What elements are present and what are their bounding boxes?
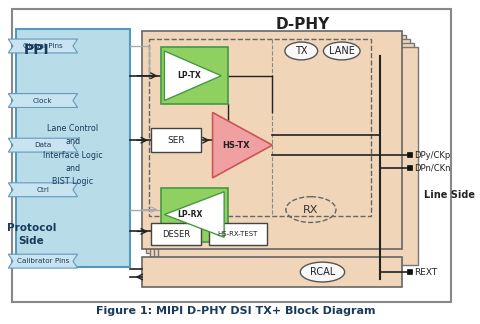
Bar	[150, 39, 410, 257]
Bar	[209, 224, 266, 245]
Polygon shape	[8, 94, 78, 108]
Bar	[157, 47, 418, 265]
Bar	[151, 224, 201, 245]
Text: RX: RX	[303, 204, 319, 214]
Polygon shape	[8, 39, 78, 53]
Ellipse shape	[285, 42, 318, 60]
Ellipse shape	[300, 262, 345, 282]
Text: Global Pins: Global Pins	[23, 43, 63, 49]
Bar	[160, 47, 228, 105]
Text: DESER: DESER	[162, 230, 190, 239]
Text: REXT: REXT	[414, 268, 437, 277]
Bar	[149, 39, 371, 215]
Text: DPy/CKp: DPy/CKp	[414, 151, 450, 159]
Polygon shape	[164, 51, 221, 100]
Text: LANE: LANE	[329, 46, 355, 56]
Bar	[151, 128, 201, 152]
Bar	[142, 31, 402, 249]
Text: Line Side: Line Side	[424, 190, 475, 200]
Polygon shape	[8, 138, 78, 152]
Text: PPI: PPI	[24, 43, 49, 57]
Text: HS-TX: HS-TX	[222, 141, 250, 150]
Polygon shape	[8, 254, 78, 268]
Text: LP-RX: LP-RX	[177, 210, 202, 219]
Text: HS-RX-TEST: HS-RX-TEST	[217, 231, 258, 237]
Bar	[146, 35, 407, 253]
Bar	[408, 269, 412, 274]
Bar	[160, 188, 228, 242]
Text: LP-TX: LP-TX	[178, 71, 201, 80]
Text: Protocol
Side: Protocol Side	[7, 223, 56, 246]
Text: SER: SER	[167, 136, 185, 145]
Text: D-PHY: D-PHY	[276, 17, 330, 32]
Text: Data: Data	[34, 142, 51, 148]
Bar	[142, 257, 402, 287]
Polygon shape	[213, 112, 272, 178]
Text: Calibrator Pins: Calibrator Pins	[17, 258, 69, 264]
Bar	[16, 29, 130, 267]
Bar	[408, 165, 412, 170]
Bar	[408, 152, 412, 157]
Text: TX: TX	[295, 46, 308, 56]
Text: DPn/CKn: DPn/CKn	[414, 163, 451, 172]
Polygon shape	[8, 183, 78, 197]
Text: Figure 1: MIPI D-PHY DSI TX+ Block Diagram: Figure 1: MIPI D-PHY DSI TX+ Block Diagr…	[96, 306, 375, 316]
Ellipse shape	[324, 42, 360, 60]
Text: RCAL: RCAL	[310, 267, 335, 277]
Text: Ctrl: Ctrl	[36, 187, 49, 193]
Text: Lane Control
and
Interface Logic
and
BIST Logic: Lane Control and Interface Logic and BIS…	[43, 124, 103, 186]
Polygon shape	[164, 192, 224, 237]
Text: Clock: Clock	[33, 98, 53, 104]
Bar	[154, 43, 414, 261]
